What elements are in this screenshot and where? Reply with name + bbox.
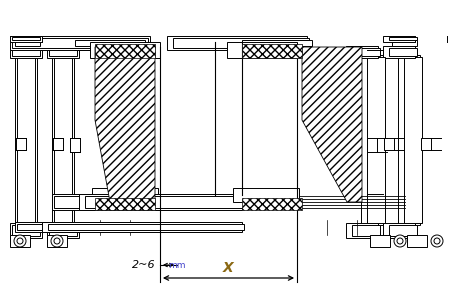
Bar [49, 48, 77, 56]
Circle shape [431, 235, 443, 247]
Bar [90, 42, 160, 58]
Bar [370, 235, 390, 247]
Bar [12, 48, 40, 56]
Bar [53, 138, 63, 150]
Bar [389, 37, 417, 40]
Bar [242, 44, 302, 58]
Bar [17, 57, 35, 223]
Bar [54, 57, 72, 223]
Text: mm: mm [168, 260, 186, 269]
Bar [48, 224, 244, 230]
Bar [242, 40, 312, 46]
Bar [167, 36, 307, 50]
Circle shape [434, 238, 440, 244]
Circle shape [397, 238, 403, 244]
Circle shape [51, 235, 63, 247]
Bar [10, 223, 42, 238]
Polygon shape [95, 47, 155, 202]
Bar [361, 55, 383, 225]
Bar [12, 225, 40, 236]
Circle shape [14, 235, 26, 247]
Bar [16, 138, 26, 150]
Bar [42, 222, 242, 232]
Bar [384, 138, 394, 150]
Bar [352, 225, 380, 236]
Polygon shape [302, 47, 362, 202]
Bar [421, 138, 431, 150]
Bar [52, 194, 215, 210]
Bar [92, 188, 158, 202]
Bar [47, 235, 67, 247]
Text: 2~6: 2~6 [133, 260, 156, 270]
Bar [404, 57, 422, 223]
Text: X: X [223, 261, 234, 275]
Bar [242, 198, 302, 210]
Bar [392, 40, 417, 46]
Bar [367, 57, 385, 223]
Bar [17, 224, 213, 230]
Bar [383, 46, 415, 58]
Circle shape [394, 235, 406, 247]
Bar [233, 188, 299, 202]
Bar [95, 198, 155, 210]
Bar [10, 36, 150, 50]
Bar [12, 38, 148, 48]
Bar [15, 55, 37, 225]
Circle shape [17, 238, 23, 244]
Bar [49, 225, 77, 236]
Bar [79, 194, 242, 210]
Bar [389, 225, 417, 236]
Bar [173, 38, 309, 48]
Bar [15, 222, 215, 232]
Bar [407, 235, 427, 247]
Bar [85, 196, 244, 208]
Bar [12, 37, 40, 40]
Bar [367, 138, 377, 152]
Bar [47, 223, 79, 238]
Bar [383, 223, 415, 238]
Bar [227, 42, 297, 58]
Bar [346, 223, 378, 238]
Bar [389, 48, 417, 56]
Bar [346, 46, 378, 58]
Bar [383, 36, 415, 42]
Bar [398, 55, 420, 225]
Bar [10, 46, 42, 58]
Bar [75, 40, 145, 46]
Bar [10, 235, 30, 247]
Bar [70, 138, 80, 152]
Bar [10, 36, 42, 42]
Bar [47, 46, 79, 58]
Bar [352, 48, 380, 56]
Bar [52, 55, 74, 225]
Circle shape [54, 238, 60, 244]
Bar [95, 44, 155, 58]
Bar [54, 196, 213, 208]
Bar [15, 40, 40, 46]
